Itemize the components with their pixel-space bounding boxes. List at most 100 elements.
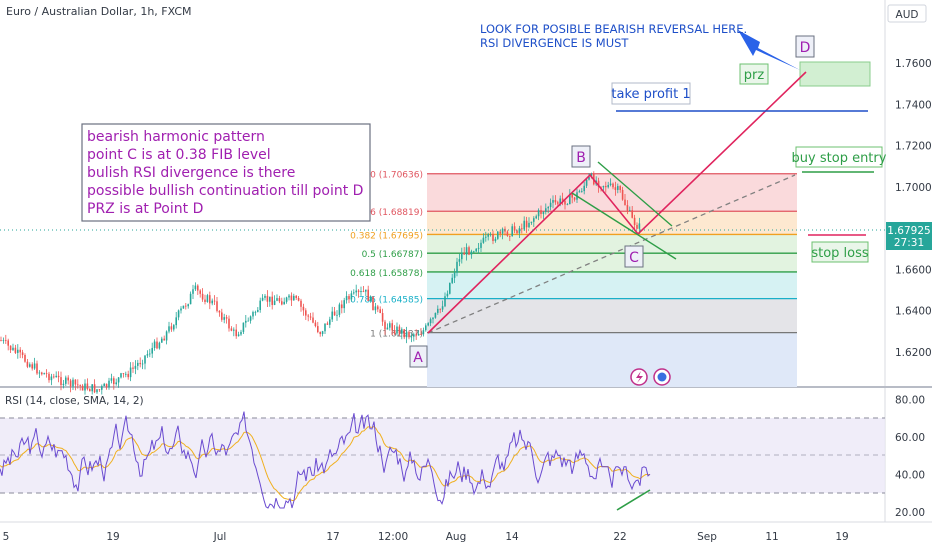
stop-loss-label[interactable]: stop loss: [811, 246, 869, 261]
candle-body: [437, 308, 439, 313]
take-profit-label[interactable]: take profit 1: [611, 87, 690, 102]
candle-body: [465, 247, 468, 255]
price-tick-label: 1.62000: [895, 347, 932, 359]
candle-body: [5, 340, 7, 341]
candle-body: [53, 376, 55, 378]
candle-body: [158, 342, 161, 349]
point-a-box: [409, 345, 428, 368]
candle-body: [288, 295, 290, 298]
point-a-label[interactable]: A: [413, 350, 423, 366]
price-axis[interactable]: 1.760001.740001.720001.700001.680001.660…: [895, 58, 932, 359]
reversal-note-line-1[interactable]: LOOK FOR POSIBLE BEARISH REVERSAL HERE.: [480, 22, 747, 36]
candle-body: [377, 306, 379, 310]
candle-body: [259, 300, 261, 311]
candle-body: [566, 204, 569, 205]
price-tick-label: 1.72000: [895, 141, 932, 153]
rsi-moving-average: [0, 425, 651, 501]
candle-body: [12, 347, 14, 351]
rsi-label[interactable]: RSI (14, close, SMA, 14, 2): [5, 395, 144, 407]
candle-body: [48, 373, 50, 381]
time-axis[interactable]: 5 19 Jul 17 12:00 Aug 14 22 Sep 11 19: [3, 531, 849, 543]
candle-body: [425, 325, 427, 331]
candle-body: [223, 317, 225, 320]
reversal-note-line-2[interactable]: RSI DIVERGENCE IS MUST: [480, 36, 629, 50]
candle-body: [237, 334, 240, 337]
candle-body: [391, 323, 393, 331]
candle-body: [110, 378, 113, 381]
candle-body: [533, 218, 535, 222]
candle-body: [379, 309, 381, 314]
fib-retracement-levels[interactable]: 0 (1.70636) 0.236 (1.68819) 0.382 (1.67695…: [350, 171, 797, 340]
candle-body: [434, 312, 437, 318]
rsi-divergence-line[interactable]: [616, 489, 651, 511]
candle-body: [619, 186, 621, 190]
candle-body: [247, 320, 249, 322]
candle-body: [552, 200, 554, 203]
symbol-title[interactable]: Euro / Australian Dollar, 1h, FXCM: [6, 5, 192, 18]
candle-body: [127, 373, 129, 378]
candle-body: [165, 331, 168, 341]
candle-body: [509, 235, 511, 237]
candle-body: [453, 272, 456, 278]
note-line-5: PRZ is at Point D: [87, 201, 203, 217]
currency-button[interactable]: [887, 4, 927, 23]
candle-body: [175, 317, 177, 326]
candle-body: [225, 317, 228, 319]
channel-lower-line[interactable]: [571, 192, 677, 260]
candle-body: [545, 208, 547, 212]
fib-level-label: 1 (1.62937): [370, 330, 423, 340]
prz-label[interactable]: prz: [744, 68, 765, 83]
candle-body: [117, 377, 120, 383]
channel-upper-line[interactable]: [597, 161, 673, 227]
candle-body: [72, 379, 74, 387]
analysis-note-box[interactable]: [81, 123, 371, 222]
candle-body: [293, 295, 295, 301]
candle-body: [372, 296, 374, 311]
candle-body: [141, 363, 144, 365]
reversal-arrow-icon[interactable]: [738, 30, 800, 70]
harmonic-pattern-line[interactable]: [427, 71, 807, 334]
candle-body: [624, 199, 626, 206]
candle-body: [336, 314, 338, 316]
candle-body: [38, 372, 41, 374]
candle-body: [422, 330, 425, 335]
candle-body: [458, 259, 461, 262]
candle-body: [62, 383, 65, 386]
point-d-label[interactable]: D: [800, 40, 811, 56]
candle-body: [266, 295, 269, 302]
point-d-box: [795, 35, 815, 58]
candle-body: [321, 331, 324, 335]
price-tick-label: 1.66000: [895, 264, 932, 276]
candle-body: [305, 310, 307, 316]
candle-body: [218, 310, 221, 313]
trend-dashed-line[interactable]: [427, 174, 796, 334]
candle-body: [156, 341, 158, 349]
price-tick-label: 1.70000: [895, 182, 932, 194]
candle-body: [429, 319, 432, 324]
analysis-note-text: bearish harmonic pattern point C is at 0…: [87, 129, 363, 217]
candle-body: [41, 372, 43, 375]
candle-body: [9, 345, 12, 351]
candle-body: [473, 251, 475, 253]
candle-body: [441, 306, 444, 310]
rsi-tick-label: 80.00: [895, 394, 925, 406]
candle-body: [317, 326, 319, 332]
candle-body: [230, 328, 233, 331]
candle-body: [350, 293, 353, 300]
candle-body: [204, 299, 206, 302]
prz-zone[interactable]: [799, 61, 871, 87]
point-b-label[interactable]: B: [576, 150, 586, 166]
candle-body: [461, 252, 463, 260]
rsi-line: [0, 411, 651, 510]
candle-body: [636, 224, 638, 229]
candle-body: [324, 323, 326, 332]
candle-body: [396, 326, 398, 334]
candle-body: [146, 354, 149, 356]
candle-body: [612, 183, 614, 188]
point-c-label[interactable]: C: [629, 250, 639, 266]
buy-stop-label[interactable]: buy stop entry: [792, 151, 887, 166]
rsi-axis[interactable]: 80.00 60.00 40.00 20.00: [895, 394, 925, 519]
candle-body: [511, 226, 513, 237]
candle-body: [163, 338, 165, 341]
